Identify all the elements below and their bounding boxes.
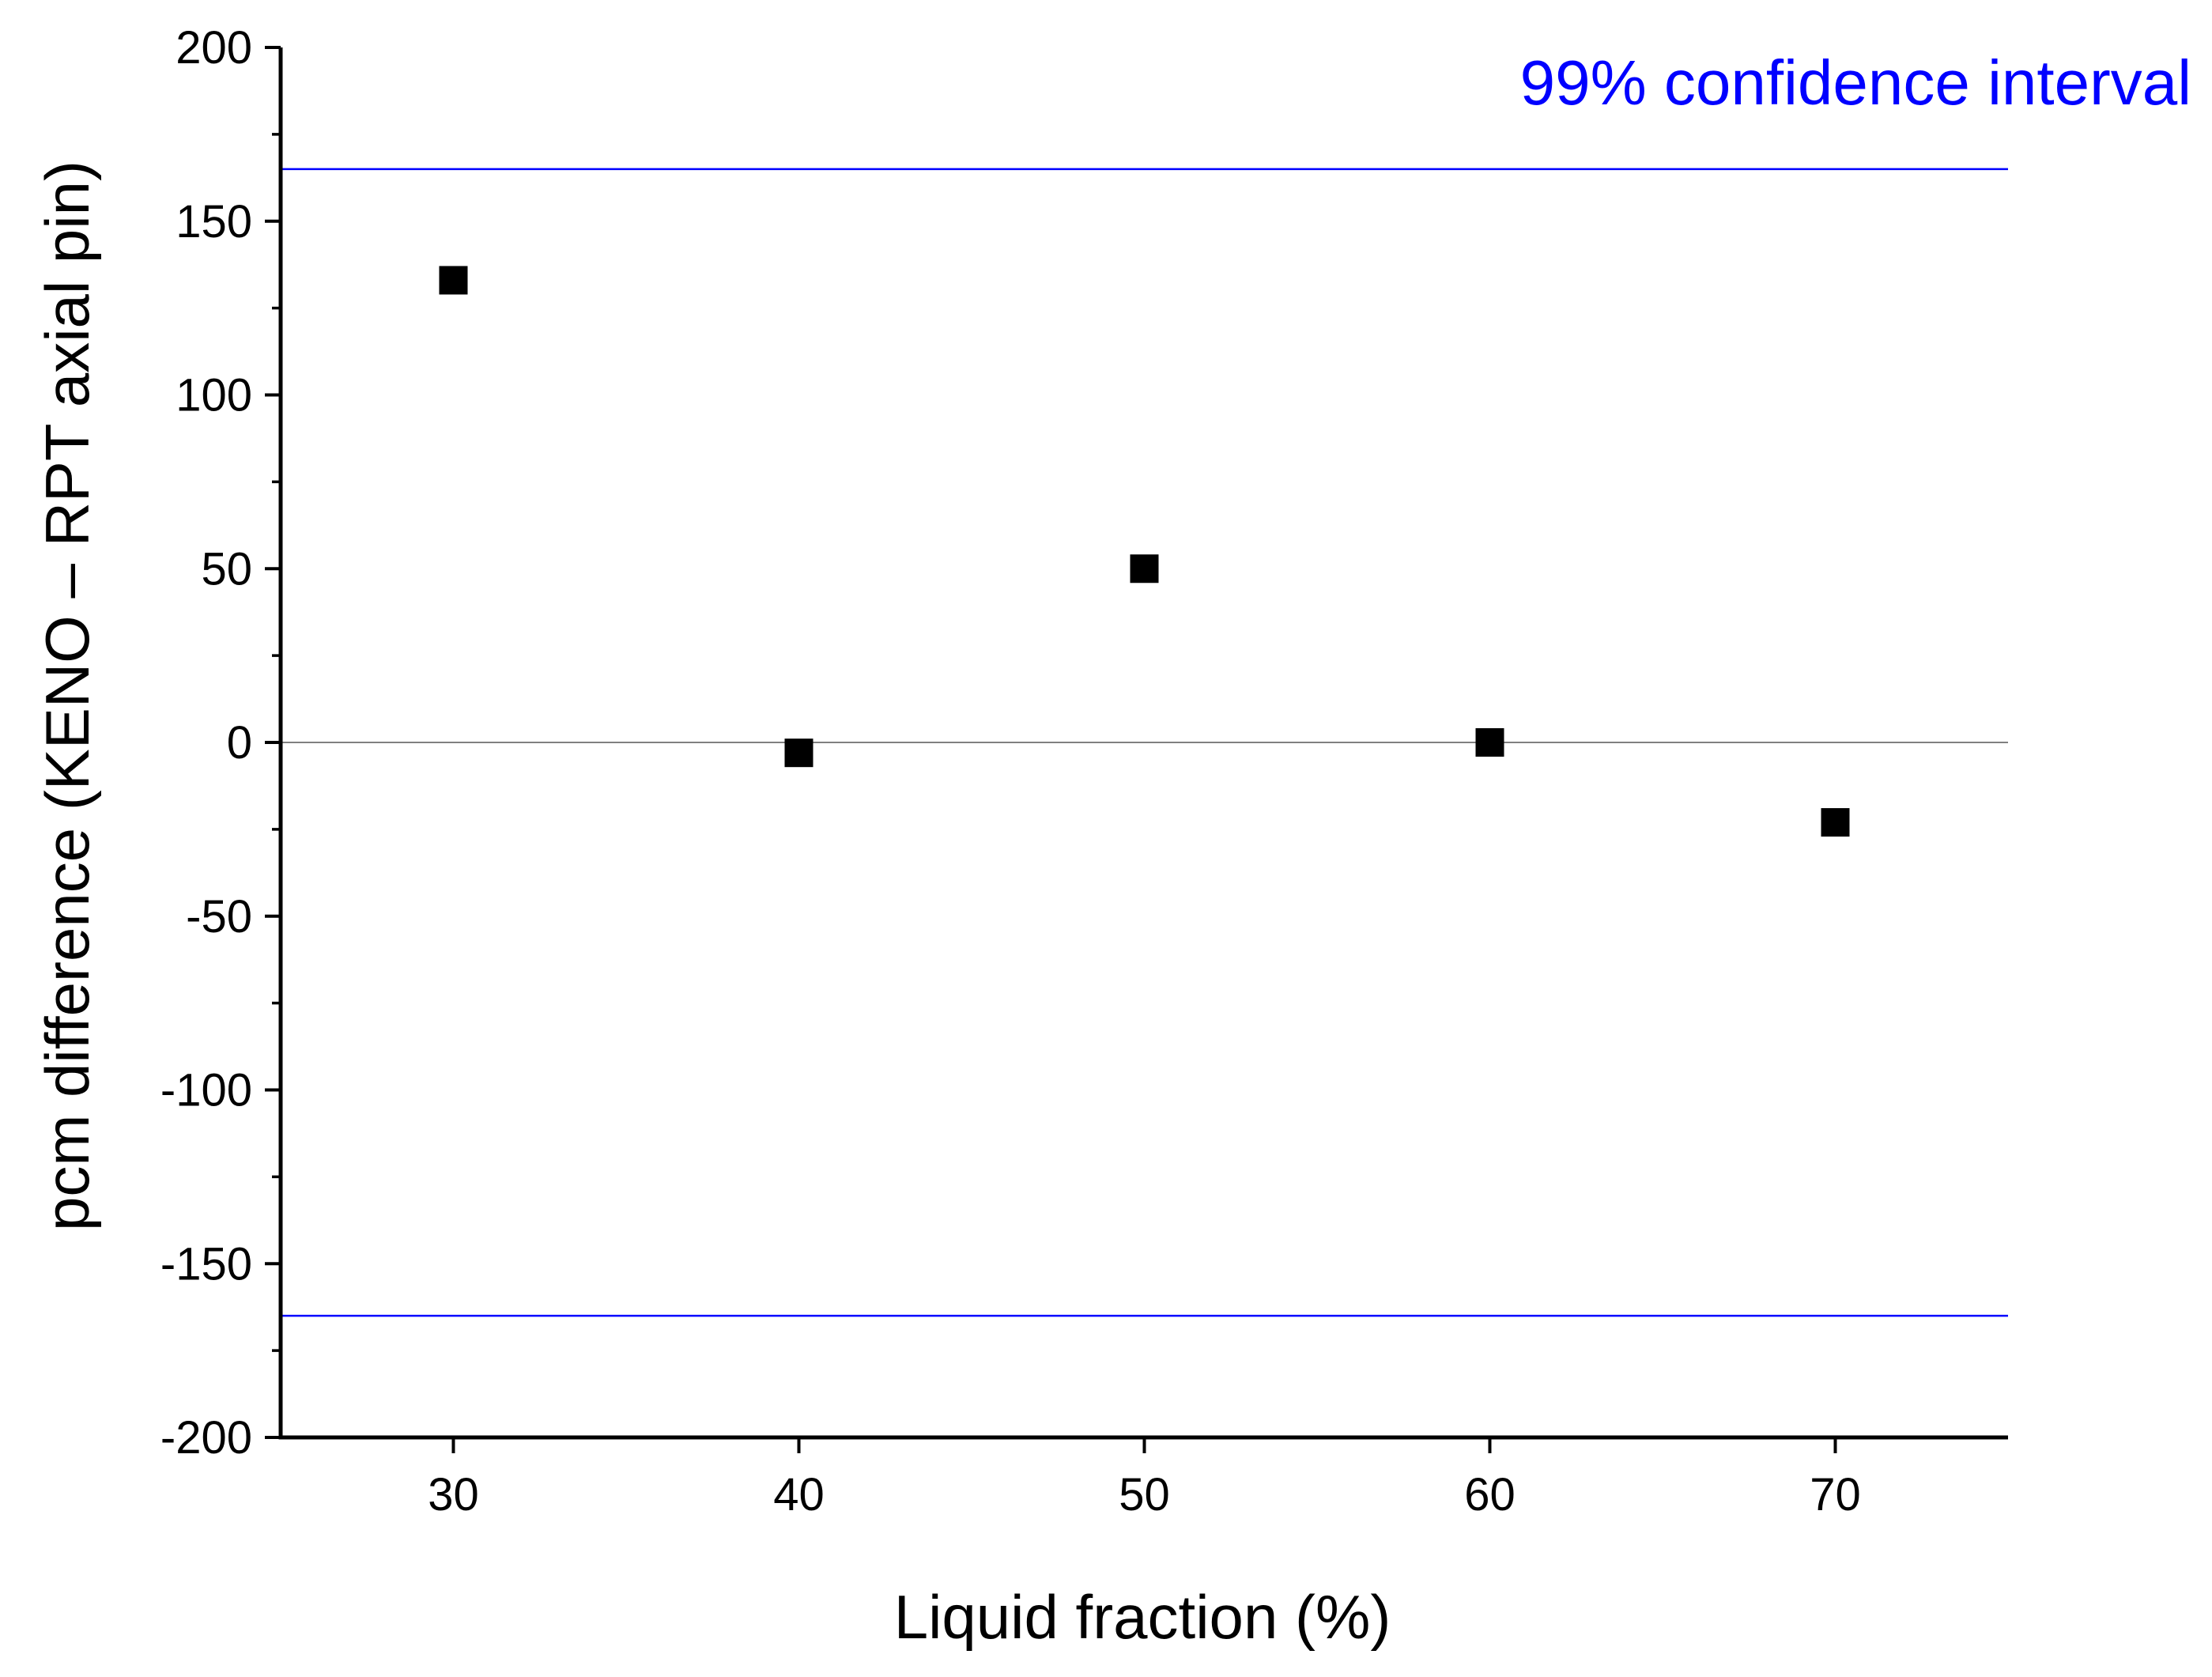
x-tick-label: 40 — [773, 1469, 825, 1520]
y-tick-label: 150 — [176, 196, 252, 247]
y-ticks: -200 -150 -100 -50 0 50 100 150 200 — [160, 22, 281, 1464]
x-tick-label: 70 — [1810, 1469, 1861, 1520]
y-tick-label: 200 — [176, 22, 252, 74]
x-axis-title: Liquid fraction (%) — [894, 1582, 1391, 1652]
data-point-marker — [784, 738, 813, 768]
data-point-marker — [1821, 808, 1850, 837]
x-ticks: 30 40 50 60 70 — [428, 1437, 1861, 1520]
data-point-marker — [439, 266, 468, 295]
data-point-marker — [1475, 728, 1504, 757]
x-tick-label: 60 — [1464, 1469, 1516, 1520]
y-tick-label: 50 — [201, 543, 252, 595]
reference-lines — [281, 168, 2008, 1317]
data-markers — [439, 266, 1850, 837]
y-tick-label: 100 — [176, 370, 252, 421]
y-tick-label: -200 — [160, 1412, 252, 1464]
y-tick-label: -100 — [160, 1065, 252, 1116]
y-tick-label: -150 — [160, 1238, 252, 1290]
y-tick-label: -50 — [186, 891, 252, 942]
data-point-marker — [1130, 554, 1159, 584]
x-tick-label: 30 — [428, 1469, 479, 1520]
axes: -200 -150 -100 -50 0 50 100 150 200 30 40 50 60 70 — [160, 22, 2008, 1520]
ci-label: 99% confidence interval — [1520, 47, 2191, 118]
y-tick-label: 0 — [227, 717, 252, 769]
x-tick-label: 50 — [1119, 1469, 1170, 1520]
y-axis-title: pcm difference (KENO – RPT axial pin) — [32, 161, 102, 1231]
